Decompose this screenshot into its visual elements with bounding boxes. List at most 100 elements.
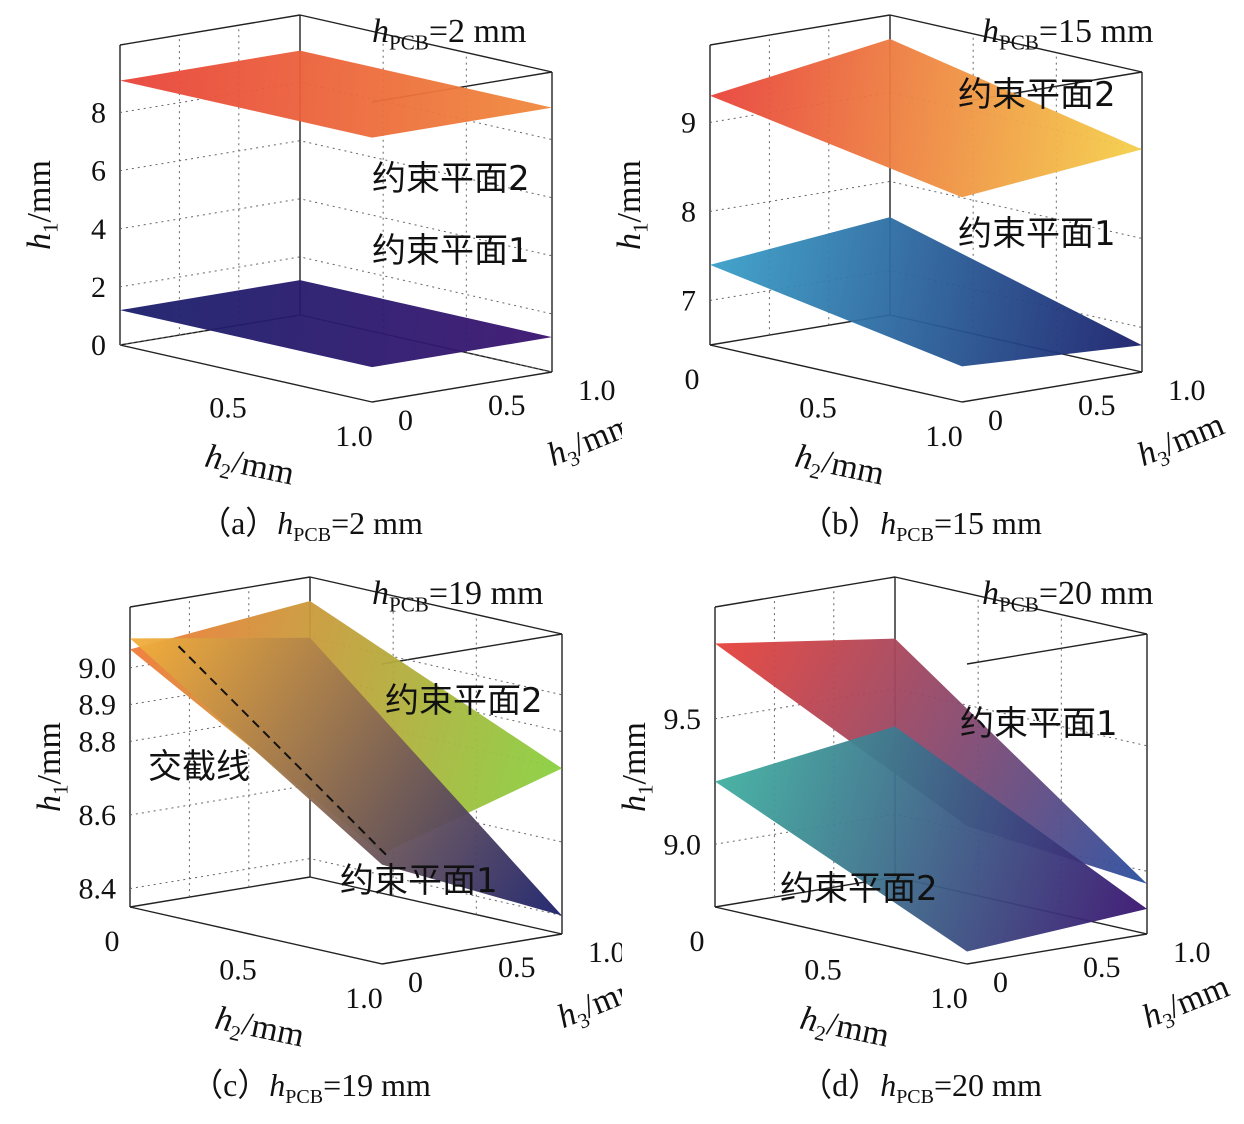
h3-tick-label-0: 0 — [398, 404, 413, 437]
chart-c: 交截线 约束平面2 约束平面1 8.4 8.6 8.88.9 9.0 0 0.5 1.0 0 0.5 1… — [31, 575, 622, 1108]
panel-title: hPCB=20 mm — [982, 575, 1153, 616]
surface-label-2: 约束平面2 — [780, 869, 938, 909]
z-tick-label-0: 7 — [681, 284, 696, 317]
surface-label-2: 约束平面1 — [958, 214, 1116, 254]
panel-title-symbol: h — [372, 575, 389, 612]
h2-tick-label-2: 1.0 — [345, 982, 383, 1015]
h2-axis-label-subscript: 2 — [228, 1020, 243, 1046]
z-tick-label-4: 9.0 — [79, 652, 117, 685]
h3-axis-label: h3/mm — [1137, 968, 1232, 1040]
surface-label-2: 约束平面1 — [372, 231, 530, 271]
h3-tick-label-1: 0.5 — [1078, 389, 1116, 422]
h1-axis-label: h1/mm — [611, 160, 652, 250]
caption-value: =2 mm — [331, 505, 423, 541]
z-tick-label-1: 8 — [681, 195, 696, 228]
grid-line-z-1 — [119, 256, 553, 315]
z-tick-label-3: 8.9 — [79, 689, 117, 722]
h3-tick-label-2: 1.0 — [1173, 936, 1211, 969]
z-tick-label-0: 0 — [91, 329, 106, 362]
h2-axis-label-text: /mm — [239, 1005, 308, 1054]
axis-edge-bottom-back — [309, 876, 563, 935]
z-tick-label-2: 4 — [91, 213, 106, 246]
z-tick-label-3: 6 — [91, 155, 106, 188]
z-tick-label-0: 9.0 — [664, 828, 702, 861]
axis-h2 — [119, 344, 373, 403]
h2-axis-label-text: /mm — [819, 443, 888, 492]
surface-label-1: 约束平面2 — [958, 75, 1116, 115]
h3-axis-label: h3/mm — [1132, 406, 1231, 478]
panel-title-subscript: PCB — [389, 592, 429, 616]
panel-b: 约束平面2 约束平面1 7 8 9 0 0.5 1.0 0 0.5 1.0 h2/mm h3/mm h1/… — [610, 0, 1232, 562]
panel-title-text: =20 mm — [1039, 575, 1154, 612]
h2-axis-label: h2/mm — [791, 438, 888, 497]
caption-value: =19 mm — [323, 1067, 431, 1103]
caption-prefix: （c） — [191, 1067, 269, 1103]
axis-edge-top-back — [894, 576, 1148, 635]
h3-tick-label-0: 0 — [988, 404, 1003, 437]
h1-axis-label-symbol: h — [611, 233, 648, 250]
surface-1 — [710, 39, 1142, 198]
panel-title-text: =2 mm — [429, 13, 527, 50]
panel-caption: （d）hPCB=20 mm — [800, 1067, 1042, 1108]
axis-h2 — [709, 344, 963, 403]
h1-axis-label-symbol: h — [21, 233, 58, 250]
caption-subscript: PCB — [293, 524, 331, 546]
h2-axis-label-text: /mm — [229, 443, 298, 492]
panel-title: hPCB=2 mm — [372, 13, 526, 54]
h2-tick-label-0: 0 — [105, 925, 120, 958]
surface-label-1: 约束平面2 — [385, 681, 543, 721]
axis-h3 — [371, 371, 553, 403]
surface-2 — [710, 217, 1142, 367]
axis-h3 — [961, 371, 1143, 403]
axis-edge-top-right — [381, 633, 563, 665]
h1-axis-label: h1/mm — [31, 722, 72, 812]
caption-subscript: PCB — [896, 1086, 934, 1108]
axis-edge-top-back — [889, 14, 1143, 73]
panel-title-symbol: h — [372, 13, 389, 50]
z-tick-label-1: 9.5 — [664, 703, 702, 736]
h3-tick-label-0: 0 — [993, 966, 1008, 999]
h3-axis-label-text: /mm — [1158, 406, 1230, 464]
caption-symbol: h — [277, 505, 293, 541]
caption-value: =15 mm — [934, 505, 1042, 541]
grid-line-z-1 — [709, 180, 1143, 239]
grid-line-z-3 — [119, 140, 553, 199]
h2-axis-label-subscript: 2 — [218, 458, 233, 484]
axis-edge-top-left — [714, 576, 896, 608]
intersection-label: 交截线 — [148, 747, 250, 787]
surface-label-1: 约束平面2 — [372, 159, 530, 199]
h2-tick-label-2: 1.0 — [925, 420, 963, 453]
h3-tick-label-2: 1.0 — [1168, 374, 1206, 407]
h1-axis-label-subscript: 1 — [628, 222, 652, 233]
h2-tick-label-1: 0.5 — [219, 954, 257, 987]
h2-tick-label-0: 0.5 — [209, 392, 247, 425]
h1-axis-label: h1/mm — [616, 722, 657, 812]
h3-tick-label-1: 0.5 — [488, 389, 526, 422]
axis-h3 — [966, 933, 1148, 965]
panel-caption: （a）hPCB=2 mm — [199, 505, 423, 546]
panel-caption: （c）hPCB=19 mm — [191, 1067, 431, 1108]
panel-title-subscript: PCB — [999, 30, 1039, 54]
axis-h2 — [129, 906, 383, 965]
axis-h2 — [714, 906, 968, 965]
axis-edge-top-right — [966, 633, 1148, 665]
h2-tick-label-0: 0 — [690, 925, 705, 958]
h3-tick-label-2: 1.0 — [588, 936, 622, 969]
z-tick-label-1: 8.6 — [79, 799, 117, 832]
h1-axis-label: h1/mm — [21, 160, 62, 250]
z-tick-label-4: 8 — [91, 97, 106, 130]
panel-title-symbol: h — [982, 575, 999, 612]
grid-line-z-1 — [129, 784, 563, 843]
surface-1 — [120, 50, 552, 138]
h1-axis-label-text: /mm — [611, 160, 648, 222]
h1-axis-label-text: /mm — [21, 160, 58, 222]
panel-c: 交截线 约束平面2 约束平面1 8.4 8.6 8.8 8.9 9.0 0 0.5 1.0 0 0.5 1… — [0, 562, 622, 1124]
axis-edge-top-left — [119, 14, 301, 46]
axis-edge-bottom-left — [129, 876, 311, 908]
h2-tick-label-1: 1.0 — [335, 420, 373, 453]
caption-symbol: h — [880, 1067, 896, 1103]
grid — [119, 25, 553, 373]
